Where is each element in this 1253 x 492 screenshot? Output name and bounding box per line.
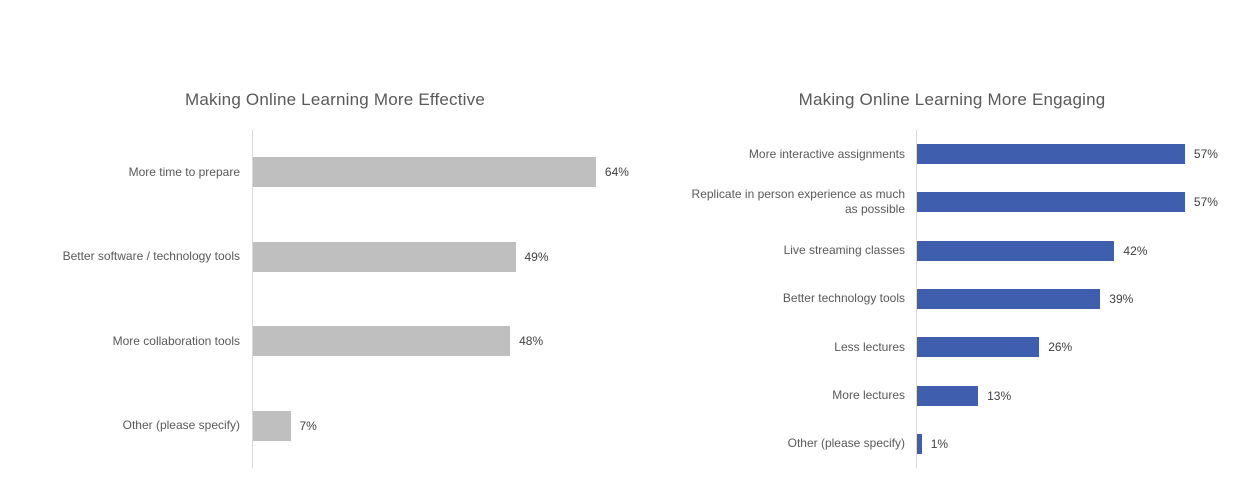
bar-row: Better technology tools 39% xyxy=(690,274,1214,324)
bar xyxy=(917,337,1040,358)
bar-row: More time to prepare 64% xyxy=(22,130,648,215)
plot-area-engaging: More interactive assignments 57% Replicate… xyxy=(690,130,1218,468)
category-label: More lectures xyxy=(832,388,905,403)
bar-row: Other (please specify) 7% xyxy=(22,383,648,468)
bar-row: Better software / technology tools 49% xyxy=(22,214,648,299)
category-label: Better technology tools xyxy=(782,291,905,306)
bar xyxy=(253,410,291,441)
plot-area-effective: More time to prepare 64% Better software /… xyxy=(22,130,648,468)
bar-track: 13% xyxy=(916,371,1199,420)
bar-track: 7% xyxy=(252,383,628,468)
bar xyxy=(917,385,979,406)
bar-row: More collaboration tools 48% xyxy=(22,299,648,384)
chart-title-effective: Making Online Learning More Effective xyxy=(184,90,486,109)
bar xyxy=(253,241,516,272)
category-label: Less lectures xyxy=(834,339,905,354)
chart-effective: Making Online Learning More Effective Mo… xyxy=(22,88,648,468)
value-label: 49% xyxy=(524,249,549,264)
category-label: Live streaming classes xyxy=(783,243,905,258)
category-label: Other (please specify) xyxy=(787,436,905,451)
category-label: More collaboration tools xyxy=(112,333,240,348)
value-label: 57% xyxy=(1193,195,1218,210)
category-label: Replicate in person experience as much a… xyxy=(691,187,905,217)
bar-track: 1% xyxy=(916,419,1199,468)
bar-row: Other (please specify) 1% xyxy=(690,419,1214,468)
category-label: More time to prepare xyxy=(128,164,240,179)
bar-track: 26% xyxy=(916,323,1199,372)
value-label: 1% xyxy=(930,436,949,451)
category-label: Other (please specify) xyxy=(122,418,240,433)
bar-track: 48% xyxy=(252,299,628,384)
value-label: 7% xyxy=(299,418,317,433)
value-label: 13% xyxy=(987,388,1012,403)
bar-track: 57% xyxy=(916,130,1218,179)
bar-track: 42% xyxy=(916,226,1199,275)
value-label: 26% xyxy=(1048,340,1073,355)
value-label: 64% xyxy=(604,165,629,180)
bar-track: 64% xyxy=(252,130,629,215)
value-label: 42% xyxy=(1123,243,1148,258)
value-label: 48% xyxy=(519,334,544,349)
category-label: More interactive assignments xyxy=(748,146,905,161)
value-label: 39% xyxy=(1109,291,1134,306)
bar xyxy=(917,433,922,454)
bar-row: More interactive assignments 57% xyxy=(690,130,1218,179)
bar xyxy=(253,157,596,188)
bar-track: 57% xyxy=(916,178,1218,227)
chart-engaging: Making Online Learning More Engaging Mor… xyxy=(690,88,1218,468)
bar xyxy=(917,144,1185,165)
bar-row: Less lectures 26% xyxy=(690,323,1214,372)
bar-row: Replicate in person experience as much a… xyxy=(690,178,1218,227)
value-label: 57% xyxy=(1193,147,1218,162)
bar-row: Live streaming classes 42% xyxy=(690,226,1214,275)
bar xyxy=(917,192,1185,213)
bar-track: 39% xyxy=(916,274,1199,324)
bar xyxy=(917,288,1101,309)
bar xyxy=(253,326,511,357)
bar-track: 49% xyxy=(252,214,628,299)
category-label: Better software / technology tools xyxy=(62,249,240,264)
bar xyxy=(917,240,1115,261)
bar-row: More lectures 13% xyxy=(690,371,1214,420)
chart-title-engaging: Making Online Learning More Engaging xyxy=(798,90,1106,109)
